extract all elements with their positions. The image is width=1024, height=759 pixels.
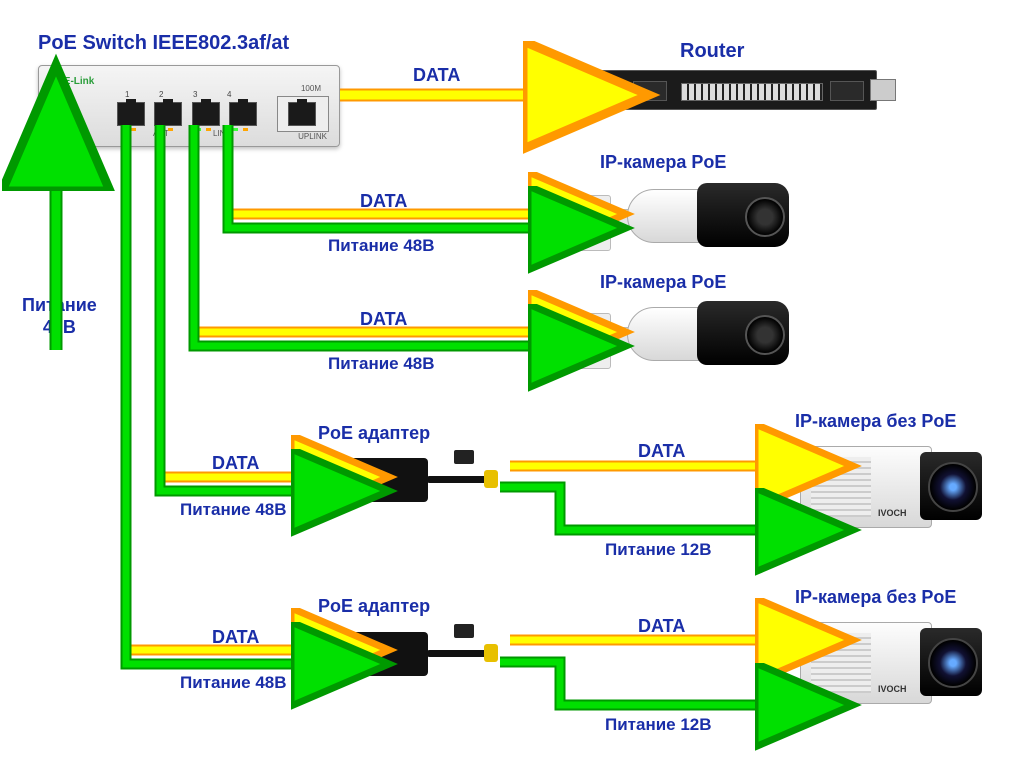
power48-label: Питание 48В — [180, 500, 287, 520]
router-slot-icon — [593, 81, 627, 101]
poe-switch: PoE-Link PWR 100M ACT LINK 1 2 3 4 UPLIN… — [38, 65, 340, 147]
router-slot-icon — [830, 81, 864, 101]
ip-camera-no-poe: IVOCH — [800, 436, 985, 536]
rj45-port-icon — [192, 102, 220, 126]
router-title: Router — [680, 40, 744, 63]
uplink-port — [277, 96, 329, 132]
router-device — [580, 70, 877, 110]
cam-nopoe-title-2: IP-камера без PoE — [795, 587, 956, 608]
port-num: 4 — [227, 90, 231, 99]
rj45-port-icon — [288, 102, 316, 126]
port-num: 2 — [159, 90, 163, 99]
power48-label: Питание 48В — [328, 354, 435, 374]
data-label: DATA — [212, 627, 259, 648]
pwr-led-icon — [53, 118, 59, 124]
speed-text: 100M — [301, 84, 321, 93]
data-label: DATA — [360, 191, 407, 212]
poe-adapter — [336, 624, 506, 684]
data-label: DATA — [360, 309, 407, 330]
boxcam-brand: IVOCH — [878, 684, 907, 694]
poe-adapter — [336, 450, 506, 510]
cam-poe-title-2: IP-камера PoE — [600, 272, 726, 293]
power12-label: Питание 12В — [605, 540, 712, 560]
boxcam-brand: IVOCH — [878, 508, 907, 518]
data-label: DATA — [413, 65, 460, 86]
data-label: DATA — [638, 441, 685, 462]
power48-label: Питание 48В — [328, 236, 435, 256]
router-ports-icon — [681, 83, 823, 101]
port-num: 3 — [193, 90, 197, 99]
ip-camera-poe — [575, 175, 790, 255]
power12-label: Питание 12В — [605, 715, 712, 735]
data-label: DATA — [212, 453, 259, 474]
ip-camera-no-poe: IVOCH — [800, 612, 985, 712]
cam-nopoe-title-1: IP-камера без PoE — [795, 411, 956, 432]
power-in-label: Питание 48В — [22, 295, 97, 338]
adapter-title-1: PoE адаптер — [318, 423, 430, 444]
switch-brand: PoE-Link — [51, 76, 94, 87]
power48-label: Питание 48В — [180, 673, 287, 693]
rj45-port-icon — [154, 102, 182, 126]
router-slot-icon — [633, 81, 667, 101]
uplink-text: UPLINK — [298, 132, 327, 141]
adapter-title-2: PoE адаптер — [318, 596, 430, 617]
rj45-port-icon — [117, 102, 145, 126]
cam-poe-title-1: IP-камера PoE — [600, 152, 726, 173]
port-num: 1 — [125, 90, 129, 99]
pwr-text: PWR — [63, 114, 82, 123]
switch-title: PoE Switch IEEE802.3af/at — [38, 32, 289, 55]
rj45-port-icon — [229, 102, 257, 126]
ip-camera-poe — [575, 293, 790, 373]
data-label: DATA — [638, 616, 685, 637]
